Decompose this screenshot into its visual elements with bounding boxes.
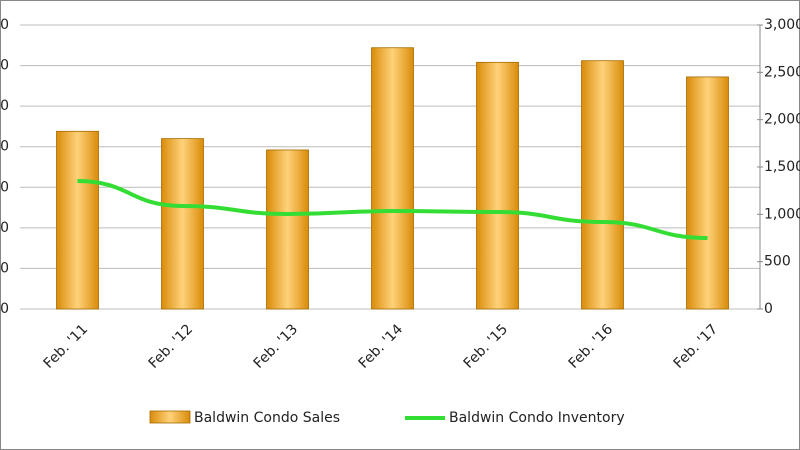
x-tick-label: Feb. '13 — [251, 321, 301, 371]
line — [77, 179, 708, 240]
y2-tick-label: 2,500 — [764, 64, 800, 80]
legend-label: Baldwin Condo Sales — [194, 410, 340, 426]
y-tick-label: 150 — [0, 179, 9, 195]
legend-swatch — [149, 410, 191, 424]
bar — [476, 61, 519, 310]
x-tick-label: Feb. '15 — [461, 321, 511, 371]
y2-tick-label: 1,000 — [764, 206, 800, 222]
x-tick-label: Feb. '11 — [41, 321, 91, 371]
y2-tick-label: 3,000 — [764, 17, 800, 33]
y2-tick-label: 0 — [764, 301, 773, 317]
x-tick-label: Feb. '12 — [146, 321, 196, 371]
bar — [266, 149, 309, 310]
x-tick-label: Feb. '17 — [671, 321, 721, 371]
y-tick-label: 250 — [0, 98, 9, 114]
y2-tick-label: 2,000 — [764, 112, 800, 128]
y-tick-label: 350 — [0, 17, 9, 33]
y-tick-label: 0 — [0, 301, 9, 317]
y2-tick-label: 1,500 — [764, 159, 800, 175]
y-tick-label: 100 — [0, 220, 9, 236]
bar — [371, 47, 414, 310]
y-tick-label: 50 — [0, 260, 9, 276]
y-tick-label: 200 — [0, 139, 9, 155]
x-tick-label: Feb. '16 — [566, 321, 617, 372]
x-tick-label: Feb. '14 — [356, 321, 407, 372]
bar — [581, 60, 624, 310]
bar — [161, 138, 204, 310]
bar — [686, 76, 729, 310]
legend-label: Baldwin Condo Inventory — [449, 410, 625, 426]
y2-tick-label: 500 — [764, 254, 791, 270]
bar — [56, 130, 99, 310]
y-tick-label: 300 — [0, 58, 9, 74]
